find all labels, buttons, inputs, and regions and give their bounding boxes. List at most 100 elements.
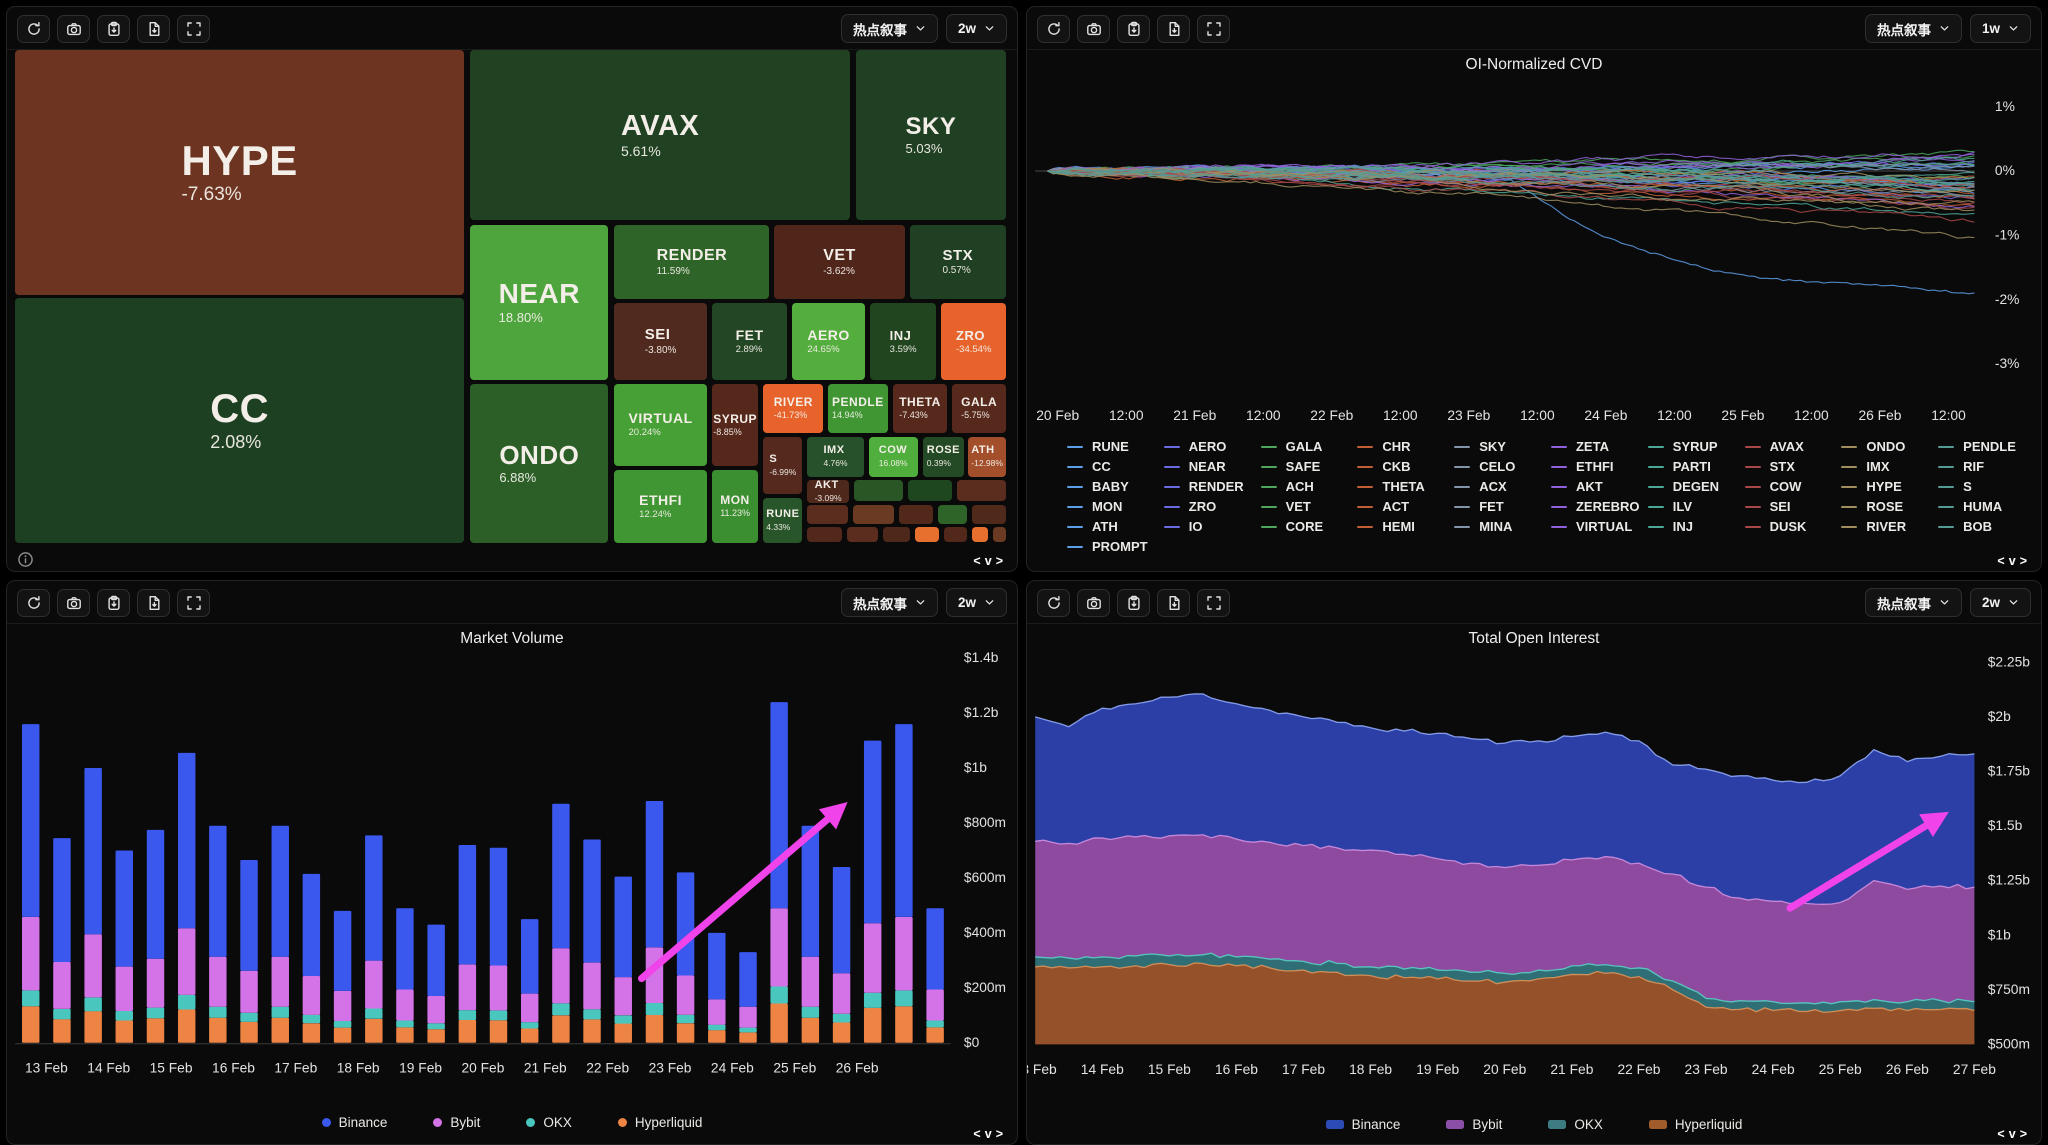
pager-collapse[interactable]: v [984,1127,992,1141]
legend-item-OKX[interactable]: OKX [526,1115,572,1130]
legend-item-VET[interactable]: VET [1260,499,1358,514]
copy-clipboard-button[interactable] [97,14,130,43]
treemap-tile[interactable]: ROSE 0.39% [922,437,965,477]
legend-item-RIF[interactable]: RIF [1938,459,2035,474]
treemap-mini-tile[interactable] [993,527,1007,542]
export-file-button[interactable] [137,588,170,617]
legend-item-PROMPT[interactable]: PROMPT [1067,539,1164,554]
treemap-tile[interactable]: SKY 5.03% [855,50,1007,221]
legend-item-CKB[interactable]: CKB [1357,459,1454,474]
fullscreen-button[interactable] [177,14,210,43]
legend-item-SEI[interactable]: SEI [1744,499,1842,514]
legend-item-ZEREBRO[interactable]: ZEREBRO [1550,499,1648,514]
legend-item-ONDO[interactable]: ONDO [1841,439,1938,454]
range-dropdown[interactable]: 2w [945,588,1007,617]
fullscreen-button[interactable] [1197,14,1230,43]
legend-item-THETA[interactable]: THETA [1357,479,1454,494]
legend-item-BABY[interactable]: BABY [1067,479,1164,494]
treemap-mini-tile[interactable] [907,480,953,502]
treemap-tile[interactable]: SYRUP -8.85% [711,383,759,466]
legend-item-OKX[interactable]: OKX [1548,1117,1603,1132]
legend-item-AERO[interactable]: AERO [1163,439,1261,454]
oi-area-chart[interactable]: $500m $750m $1b $1.25b $1.5b $1.75b $2b $2.25b 1… [1027,650,2041,1113]
pager-prev[interactable]: < [1997,554,2005,568]
narrative-filter-dropdown[interactable]: 热点叙事 [840,14,938,43]
legend-item-AKT[interactable]: AKT [1550,479,1648,494]
legend-item-IMX[interactable]: IMX [1841,459,1938,474]
treemap-mini-tile[interactable] [853,480,903,502]
legend-item-MINA[interactable]: MINA [1454,519,1551,534]
treemap-mini-tile[interactable] [914,527,940,542]
treemap-tile[interactable]: ATH -12.98% [968,437,1006,477]
treemap-tile[interactable]: ETHFI 12.24% [614,469,707,543]
camera-button[interactable] [1077,14,1110,43]
treemap-tile[interactable]: INJ 3.59% [869,303,937,380]
pager-prev[interactable]: < [973,554,981,568]
treemap-tile[interactable]: CC 2.08% [15,298,465,543]
refresh-button[interactable] [1037,14,1070,43]
legend-item-SAFE[interactable]: SAFE [1260,459,1358,474]
fullscreen-button[interactable] [1197,588,1230,617]
legend-item-NEAR[interactable]: NEAR [1163,459,1261,474]
legend-item-CC[interactable]: CC [1067,459,1164,474]
treemap-tile[interactable]: COW 16.08% [868,437,918,477]
export-file-button[interactable] [137,14,170,43]
legend-item-ROSE[interactable]: ROSE [1841,499,1938,514]
copy-clipboard-button[interactable] [1117,14,1150,43]
treemap-tile[interactable]: THETA -7.43% [892,383,948,434]
treemap-tile[interactable]: VIRTUAL 20.24% [614,383,707,466]
pager-collapse[interactable]: v [2008,554,2016,568]
treemap-tile[interactable]: ZRO -34.54% [941,303,1007,380]
pager-next[interactable]: > [2019,1127,2027,1141]
treemap-tile[interactable]: MON 11.23% [711,469,759,543]
legend-item-RIVER[interactable]: RIVER [1841,519,1938,534]
legend-item-PENDLE[interactable]: PENDLE [1938,439,2035,454]
legend-item-SYRUP[interactable]: SYRUP [1647,439,1745,454]
legend-item-STX[interactable]: STX [1744,459,1842,474]
pager-prev[interactable]: < [1997,1127,2005,1141]
range-dropdown[interactable]: 2w [1969,588,2031,617]
legend-item-ETHFI[interactable]: ETHFI [1550,459,1648,474]
treemap-tile[interactable]: AKT -3.09% [807,480,849,503]
legend-item-HYPE[interactable]: HYPE [1841,479,1938,494]
treemap-mini-tile[interactable] [938,504,968,524]
legend-item-IO[interactable]: IO [1163,519,1261,534]
legend-item-S[interactable]: S [1938,479,2035,494]
treemap-tile[interactable]: PENDLE 14.94% [828,383,888,434]
legend-item-ACX[interactable]: ACX [1454,479,1551,494]
legend-item-Binance[interactable]: Binance [1325,1117,1400,1132]
narrative-filter-dropdown[interactable]: 热点叙事 [1864,14,1962,43]
treemap-tile[interactable]: GALA -5.75% [952,383,1006,434]
treemap-tile[interactable]: ONDO 6.88% [470,383,609,543]
legend-item-DUSK[interactable]: DUSK [1744,519,1842,534]
legend-item-CHR[interactable]: CHR [1357,439,1454,454]
legend-item-ILV[interactable]: ILV [1647,499,1745,514]
copy-clipboard-button[interactable] [1117,588,1150,617]
treemap-mini-tile[interactable] [972,527,989,542]
treemap-tile[interactable]: RENDER 11.59% [614,224,770,300]
legend-item-CORE[interactable]: CORE [1260,519,1358,534]
treemap-mini-tile[interactable] [898,504,934,524]
treemap-tile[interactable]: SEI -3.80% [614,303,707,380]
treemap-mini-tile[interactable] [957,480,1006,502]
legend-item-ZETA[interactable]: ZETA [1550,439,1648,454]
camera-button[interactable] [1077,588,1110,617]
treemap-mini-tile[interactable] [852,504,894,524]
pager-prev[interactable]: < [973,1127,981,1141]
legend-item-SKY[interactable]: SKY [1454,439,1551,454]
legend-item-PARTI[interactable]: PARTI [1647,459,1745,474]
refresh-button[interactable] [17,14,50,43]
pager-collapse[interactable]: v [2008,1127,2016,1141]
pager-next[interactable]: > [995,1127,1003,1141]
treemap-mini-tile[interactable] [807,504,848,524]
legend-item-ACT[interactable]: ACT [1357,499,1454,514]
legend-item-Bybit[interactable]: Bybit [1446,1117,1502,1132]
legend-item-BOB[interactable]: BOB [1938,519,2035,534]
treemap-mini-tile[interactable] [944,527,968,542]
legend-item-CELO[interactable]: CELO [1454,459,1551,474]
fullscreen-button[interactable] [177,588,210,617]
treemap-tile[interactable]: FET 2.89% [711,303,788,380]
cvd-line-chart[interactable]: 1% 0% -1% -2% -3% 20 Feb 12:00 21 Feb 12:00 22 Fe… [1027,76,2041,429]
pager-next[interactable]: > [2019,554,2027,568]
treemap-tile[interactable]: RIVER -41.73% [763,383,824,434]
